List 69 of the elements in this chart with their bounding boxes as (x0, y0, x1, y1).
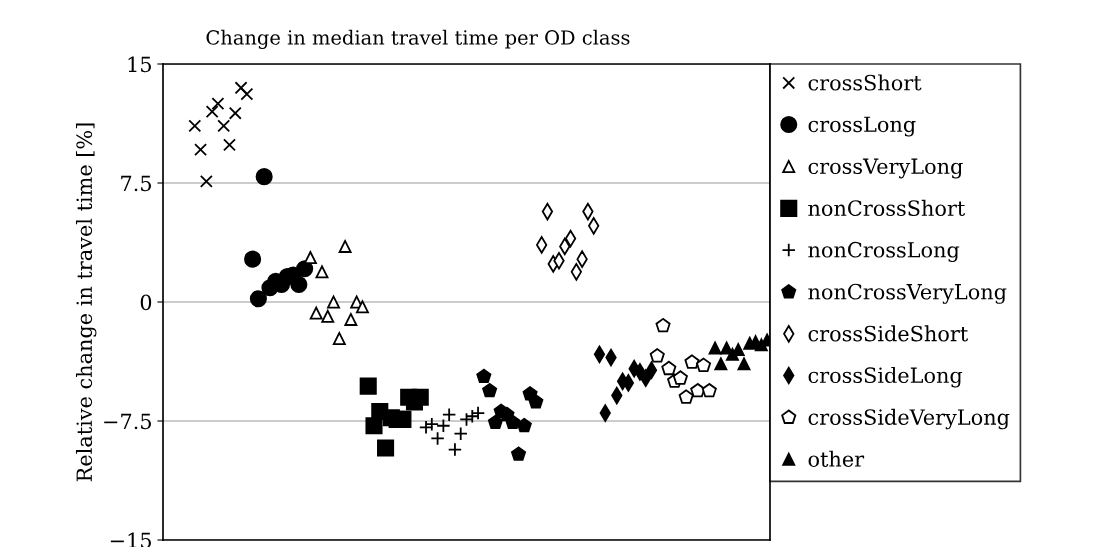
point (249, 290, 267, 308)
y-tick-label: −7.5 (104, 413, 151, 430)
point (436, 418, 451, 433)
legend-label: crossSideShort (808, 325, 969, 342)
point (234, 81, 248, 95)
point (223, 138, 236, 152)
point (240, 87, 254, 101)
point (672, 370, 688, 385)
point (332, 332, 346, 345)
point (365, 417, 383, 435)
point (430, 431, 445, 446)
point (359, 377, 377, 395)
point (327, 295, 340, 309)
point (315, 265, 329, 279)
point (447, 442, 463, 457)
point (303, 251, 317, 265)
y-axis-title: Relative change in travel time [%] (75, 123, 97, 482)
legend-label: nonCrossVeryLong (808, 283, 1007, 304)
point (645, 361, 658, 379)
point (309, 306, 323, 320)
point (476, 368, 492, 384)
point (511, 446, 527, 461)
point (355, 300, 369, 314)
point (205, 105, 219, 119)
legend-label: other (808, 450, 865, 467)
y-tick-label: 7.5 (121, 175, 151, 192)
point (684, 354, 700, 369)
point (411, 388, 429, 406)
point (194, 143, 208, 157)
point (487, 414, 503, 430)
point (661, 360, 677, 376)
chart-title: Change in median travel time per OD class (206, 29, 630, 49)
point (338, 240, 352, 253)
point (344, 312, 358, 326)
point (296, 260, 314, 278)
point (696, 357, 712, 372)
point (321, 309, 335, 323)
legend-label: nonCrossLong (808, 241, 960, 262)
point (678, 389, 694, 404)
point (244, 250, 262, 268)
point (255, 168, 273, 186)
legend-label: crossVeryLong (808, 158, 963, 179)
point (505, 414, 521, 430)
point (690, 383, 706, 398)
point (655, 317, 671, 333)
point (701, 383, 717, 398)
point (516, 417, 532, 433)
point (528, 394, 544, 409)
point (290, 276, 308, 294)
legend-label: crossShort (808, 74, 922, 91)
point (737, 357, 751, 371)
legend-label: crossLong (808, 116, 916, 137)
point (188, 119, 202, 133)
legend-label: crossSideVeryLong (808, 408, 1010, 430)
legend-label: crossSideLong (808, 366, 963, 388)
point (453, 426, 468, 441)
point (714, 357, 728, 371)
point (708, 341, 722, 355)
y-tick-label: 15 (128, 56, 151, 73)
point (377, 439, 395, 457)
point (228, 106, 242, 120)
point (217, 119, 231, 133)
point (482, 383, 498, 398)
legend-label: nonCrossShort (808, 199, 966, 216)
point (211, 97, 225, 111)
point (649, 348, 665, 363)
point (199, 174, 213, 188)
y-tick-label: 0 (140, 294, 152, 311)
point (442, 407, 457, 422)
